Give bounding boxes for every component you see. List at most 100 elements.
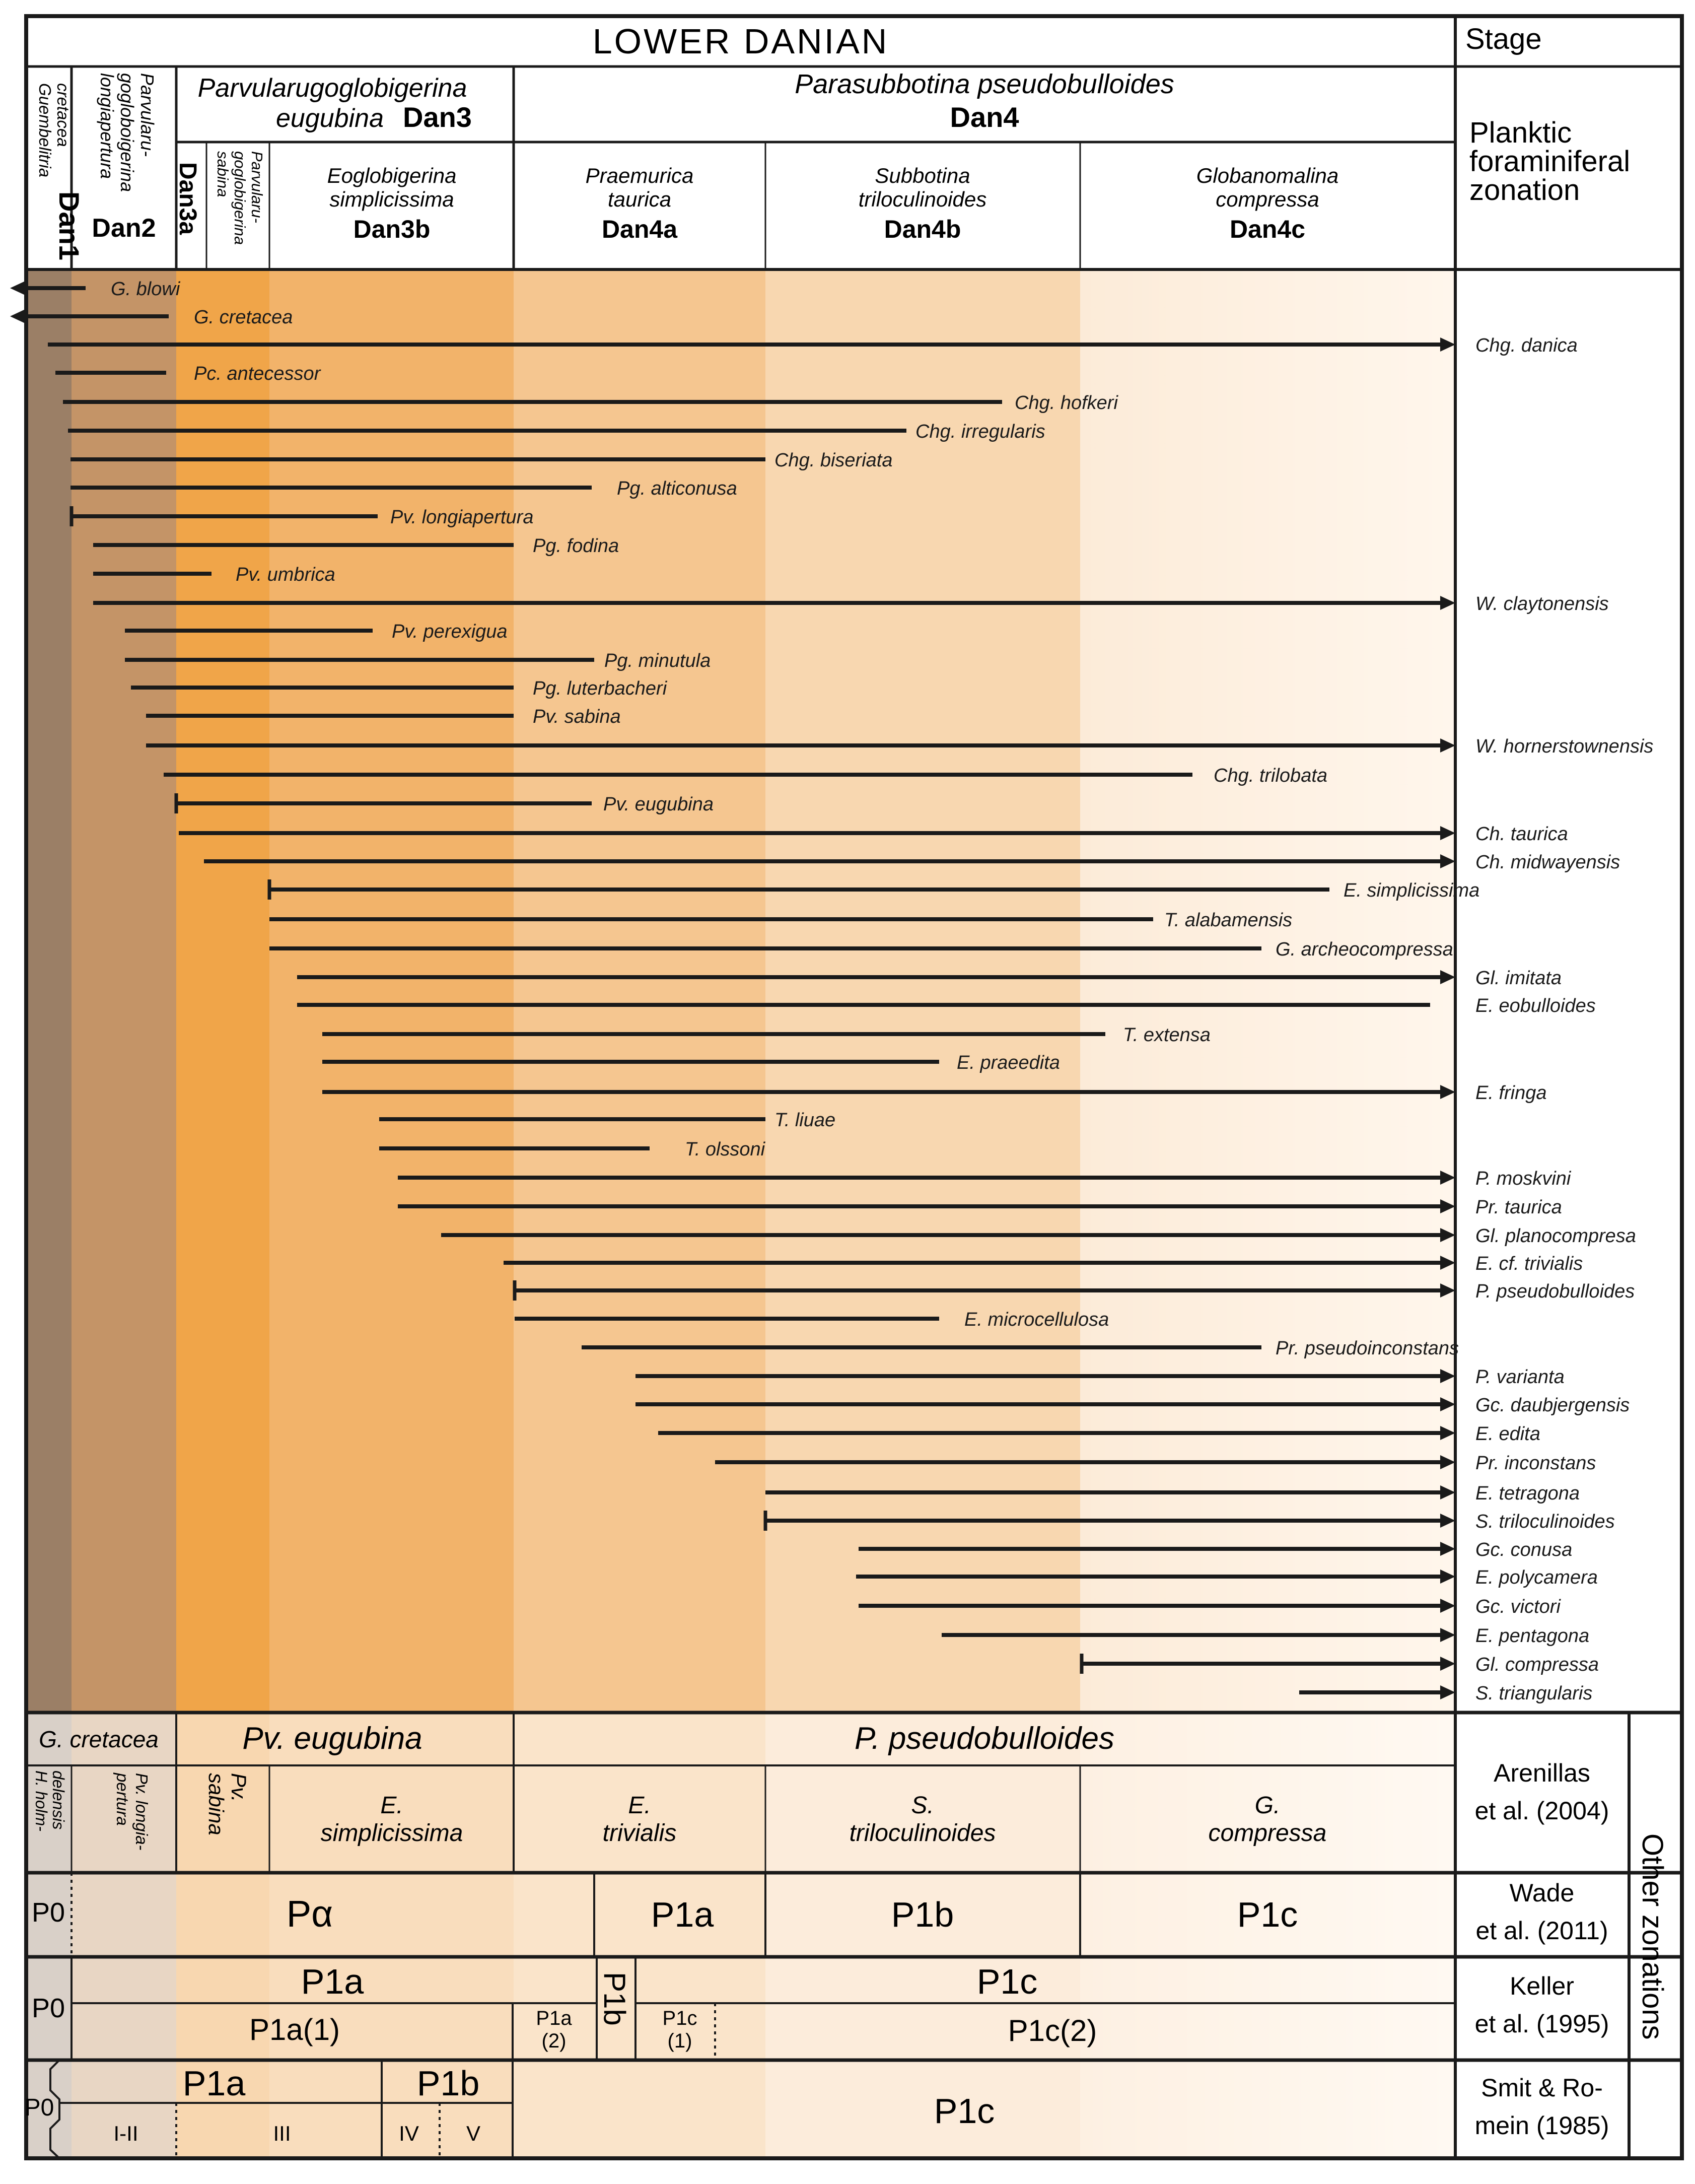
taxon-label: G. archeocompressa <box>1276 939 1453 960</box>
taxon-label: W. claytonensis <box>1475 593 1609 615</box>
taxon-label: E. pentagona <box>1475 1625 1589 1647</box>
band-dan4c <box>1080 269 1455 1713</box>
arenillas-g-comp-1: G. <box>1255 1792 1281 1819</box>
range-arrow-right <box>1440 1569 1455 1584</box>
svg-text:H. holm-: H. holm- <box>32 1770 50 1831</box>
taxon-label: Pv. umbrica <box>236 564 335 585</box>
taxon-range: Ch. midwayensis <box>204 852 1620 873</box>
smit-p1a: P1a <box>183 2064 246 2103</box>
taxon-range: G. blowi <box>10 279 181 300</box>
svg-text:Dan3a: Dan3a <box>174 162 201 235</box>
wade-p1c: P1c <box>1237 1895 1298 1934</box>
zone-dan3-name2: eugubina <box>276 104 384 133</box>
zonation-label-1: Planktic <box>1469 116 1572 149</box>
arenillas-s-tril-1: S. <box>911 1792 934 1819</box>
taxon-range: E. pentagona <box>942 1625 1589 1647</box>
svg-text:Parvularu-: Parvularu- <box>248 151 266 223</box>
arenillas-g-comp-2: compressa <box>1209 1820 1327 1847</box>
taxon-label: E. fringa <box>1475 1082 1547 1104</box>
keller-p1c: P1c <box>977 1962 1038 2001</box>
zone-dan4b-name-1: Subbotina <box>875 164 970 187</box>
band-dan3b <box>269 269 514 1713</box>
taxon-label: Ch. midwayensis <box>1475 852 1620 873</box>
range-arrow-right <box>1440 1599 1455 1613</box>
taxon-range: W. claytonensis <box>93 593 1609 615</box>
range-arrow-right <box>1440 1085 1455 1099</box>
taxon-range: Gc. victori <box>859 1596 1561 1617</box>
range-arrow-right <box>1440 1199 1455 1213</box>
range-arrow-right <box>1440 1514 1455 1528</box>
wade-citation-1: Wade <box>1510 1879 1575 1907</box>
lband-4 <box>269 1713 514 2158</box>
taxon-label: Pg. fodina <box>533 535 619 557</box>
range-arrow-right <box>1440 1485 1455 1499</box>
taxon-label: Gl. imitata <box>1475 968 1562 989</box>
taxon-label: Chg. trilobata <box>1214 765 1327 786</box>
svg-text:delensis: delensis <box>49 1770 67 1829</box>
keller-citation-1: Keller <box>1510 1972 1574 2000</box>
taxon-label: P. pseudobulloides <box>1475 1281 1635 1302</box>
keller-p0: P0 <box>32 1993 65 2023</box>
keller-p1a1: P1a(1) <box>249 2013 340 2046</box>
taxon-range: T. olssoni <box>379 1139 766 1160</box>
range-arrow-right <box>1440 337 1455 352</box>
wade-p1b: P1b <box>891 1895 954 1934</box>
taxon-range: Pv. longiapertura <box>69 506 533 528</box>
range-arrow-right <box>1440 970 1455 984</box>
lband-2 <box>72 1713 176 2158</box>
svg-text:pertura: pertura <box>113 1772 132 1826</box>
taxon-label: Gl. planocompresa <box>1475 1225 1636 1247</box>
lband-1 <box>26 1713 72 2158</box>
keller-p1a2-1: P1a <box>536 2007 572 2029</box>
taxon-range: E. simplicissima <box>267 879 1479 901</box>
zone-color-bands <box>26 269 1455 1713</box>
lband-3 <box>176 1713 269 2158</box>
taxon-range: Pv. umbrica <box>93 564 335 585</box>
taxon-range: P. moskvini <box>398 1168 1572 1189</box>
taxon-range: P. varianta <box>635 1367 1565 1388</box>
taxon-label: Pc. antecessor <box>194 363 321 384</box>
zone-dan1-code: Dan1 <box>53 191 85 260</box>
zone-dan4-name: Parasubbotina pseudobulloides <box>795 69 1174 99</box>
taxon-range: Chg. biseriata <box>70 450 892 471</box>
arenillas-e-triv-1: E. <box>628 1792 651 1819</box>
arenillas-e-simp-1: E. <box>380 1792 403 1819</box>
keller-p1c2: P1c(2) <box>1008 2014 1097 2047</box>
arenillas-citation-2: et al. (2004) <box>1475 1797 1609 1825</box>
taxon-label: Pr. inconstans <box>1475 1453 1596 1474</box>
svg-text:sabina: sabina <box>214 151 232 197</box>
taxon-range: T. liuae <box>379 1110 835 1131</box>
taxon-range: Pr. inconstans <box>715 1453 1596 1474</box>
taxon-label: E. polycamera <box>1475 1567 1598 1588</box>
zone-dan4b-name-2: triloculinoides <box>859 187 986 211</box>
taxon-label: Chg. danica <box>1475 335 1578 356</box>
taxon-label: E. tetragona <box>1475 1483 1580 1504</box>
taxon-label: T. extensa <box>1123 1025 1211 1046</box>
taxon-label: Pv. sabina <box>533 706 621 727</box>
header <box>24 14 1684 2160</box>
zone-dan4c-code: Dan4c <box>1230 215 1305 243</box>
taxon-range: P. pseudobulloides <box>513 1280 1635 1302</box>
taxon-label: Chg. biseriata <box>774 450 892 471</box>
taxon-label: G. blowi <box>111 279 181 300</box>
band-dan4a <box>514 269 765 1713</box>
taxon-label: S. triloculinoides <box>1475 1511 1615 1532</box>
taxon-range: Pr. pseudoinconstans <box>582 1338 1459 1359</box>
taxon-label: W. hornerstownensis <box>1475 736 1653 757</box>
zone-dan4c-name-1: Globanomalina <box>1196 164 1339 187</box>
keller-p1c1-2: (1) <box>668 2030 692 2052</box>
smit-p1c: P1c <box>934 2091 995 2131</box>
taxon-label: Pv. perexigua <box>392 621 508 642</box>
taxon-range: E. cf. trivialis <box>504 1253 1583 1274</box>
taxon-range: E. praeedita <box>322 1052 1060 1073</box>
keller-p1b: P1b <box>598 1972 631 2026</box>
taxon-range: E. polycamera <box>856 1567 1598 1588</box>
taxon-label: P. moskvini <box>1475 1168 1572 1189</box>
taxon-range: Chg. danica <box>48 335 1578 356</box>
zone-dan4-code: Dan4 <box>950 101 1019 133</box>
taxon-range: Pv. sabina <box>146 706 621 727</box>
smit-p1b: P1b <box>417 2064 480 2103</box>
taxon-label: T. liuae <box>774 1110 835 1131</box>
range-arrow-right <box>1440 596 1455 610</box>
